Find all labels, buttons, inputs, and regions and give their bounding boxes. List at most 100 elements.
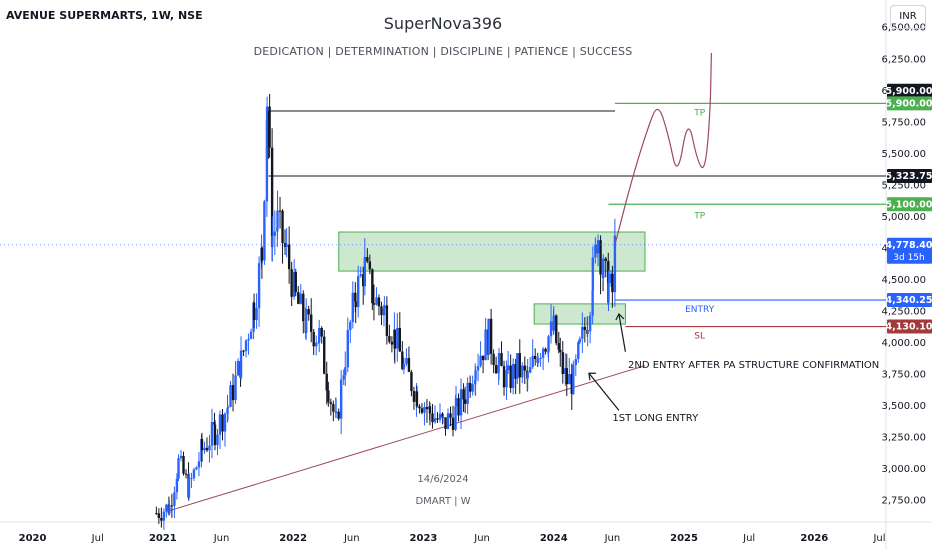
axis-label-ath: 5,900.00 (886, 86, 932, 97)
candle-body (570, 374, 573, 394)
candle-body (234, 375, 237, 401)
candle-body (265, 106, 269, 120)
candle-body (354, 301, 357, 308)
candle-body (362, 274, 365, 287)
y-tick-label: 3,000.00 (881, 464, 926, 475)
candle-body (297, 292, 300, 304)
candle-body (438, 413, 442, 420)
candle-body (244, 340, 248, 352)
candle-body (287, 244, 291, 270)
candle-body (283, 243, 287, 247)
candle-body (591, 290, 594, 316)
candle-body (334, 411, 338, 413)
candle-body (528, 367, 532, 373)
candle-body (487, 318, 490, 355)
candle-body (213, 424, 217, 446)
axis-label-tp1: 5,900.00 (886, 98, 932, 109)
candle-body (476, 365, 480, 371)
chart-tagline: DEDICATION | DETERMINATION | DISCIPLINE … (253, 45, 633, 58)
candle-body (534, 355, 537, 360)
candle-body (431, 413, 434, 423)
axis-label-last-price-countdown: 3d 15h (893, 253, 924, 263)
candle-body (318, 328, 321, 343)
candle-body (481, 355, 485, 361)
watermark-symbol: DMART | W (415, 496, 471, 507)
candle-body (401, 351, 404, 370)
x-tick-label: 2022 (279, 533, 307, 544)
candle-body (451, 417, 455, 430)
candle-body (278, 210, 282, 212)
candle-body (596, 240, 600, 254)
candle-body (415, 391, 419, 407)
candle-body (285, 244, 288, 247)
candle-body (273, 231, 277, 236)
x-tick-label: 2020 (19, 533, 47, 544)
annotation-text: 1ST LONG ENTRY (612, 413, 699, 424)
candle-body (173, 492, 176, 506)
candle-body (290, 269, 293, 297)
candle-body (346, 330, 349, 368)
candle-body (359, 274, 362, 277)
candle-body (492, 353, 495, 366)
candle-body (380, 306, 383, 316)
candle-body (229, 385, 232, 407)
candle-body (436, 418, 439, 420)
candle-body (474, 370, 477, 380)
candle-body (221, 414, 224, 432)
candle-body (368, 261, 372, 270)
candle-body (252, 302, 256, 320)
candle-body (479, 355, 482, 366)
candle-body (320, 328, 323, 337)
axis-label-entry-bg (887, 293, 932, 308)
x-tick-label: Jul (742, 533, 755, 544)
candle-body (552, 315, 555, 331)
candle-body (342, 375, 345, 380)
candle-body (294, 271, 297, 293)
candle-body (441, 417, 445, 419)
candle-body (591, 257, 595, 291)
candle-body (190, 478, 193, 480)
level-text: TP (693, 108, 705, 118)
axis-label-ath-bg (887, 83, 932, 98)
x-tick-label: Jun (473, 533, 490, 544)
candle-body (304, 309, 308, 333)
candle-body (412, 391, 416, 402)
candle-body (484, 329, 487, 361)
candle-body (357, 276, 360, 308)
y-tick-label: 6,250.00 (881, 54, 926, 65)
candle-body (203, 447, 206, 451)
axis-label-tp2: 5,100.00 (886, 199, 932, 210)
level-text: SL (694, 332, 705, 342)
candle-body (157, 513, 161, 518)
candle-body (281, 210, 284, 244)
candle-body (276, 210, 279, 228)
candle-body (561, 352, 564, 375)
y-tick-label: 2,750.00 (881, 496, 926, 507)
candle-body (231, 385, 235, 401)
candle-body (602, 258, 605, 278)
candle-body (555, 315, 558, 344)
candle-body (383, 305, 386, 309)
candle-body (425, 407, 429, 410)
currency-button[interactable]: INR (890, 5, 926, 29)
candle-body (516, 353, 519, 379)
candle-body (547, 336, 550, 352)
candle-body (160, 517, 163, 521)
annotation-arrow (618, 313, 627, 352)
candle-body (489, 318, 493, 354)
candle-body (170, 505, 174, 507)
candle-body (236, 361, 240, 376)
candle-body (410, 371, 413, 392)
candle-body (396, 327, 399, 349)
candle-body (568, 374, 571, 385)
axis-label-last-price: 4,778.40 (886, 240, 932, 251)
candle-body (344, 367, 347, 376)
y-tick-label: 5,500.00 (881, 149, 926, 160)
candle-body (613, 235, 617, 293)
x-tick-label: 2026 (800, 533, 828, 544)
x-tick-label: 2023 (410, 533, 438, 544)
candle-body (468, 382, 472, 392)
candle-body (583, 326, 587, 331)
axis-label-entry: 4,340.25 (886, 295, 932, 306)
